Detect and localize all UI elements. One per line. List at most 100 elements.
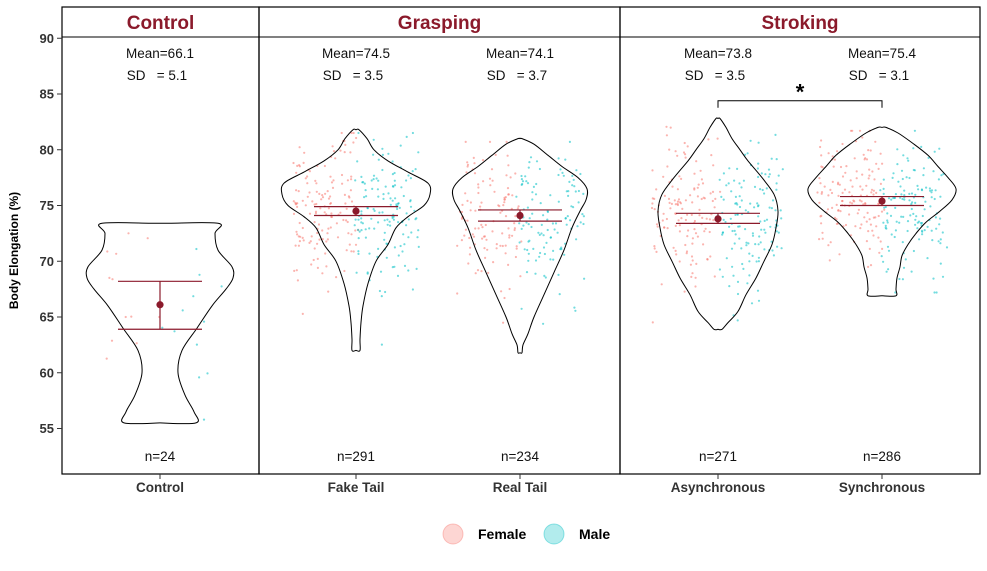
point-male bbox=[568, 180, 571, 183]
point-female bbox=[489, 184, 492, 187]
point-female bbox=[306, 175, 309, 178]
point-male bbox=[410, 231, 413, 234]
point-male bbox=[540, 223, 543, 226]
point-female bbox=[301, 236, 304, 239]
point-female bbox=[684, 199, 688, 202]
point-female bbox=[686, 145, 689, 148]
point-female bbox=[877, 202, 880, 205]
point-female bbox=[504, 215, 508, 218]
point-female bbox=[302, 239, 305, 242]
point-male bbox=[918, 238, 921, 241]
point-male bbox=[393, 179, 396, 182]
point-male bbox=[532, 185, 536, 188]
point-female bbox=[867, 230, 870, 233]
point-female bbox=[292, 200, 295, 203]
point-male bbox=[372, 153, 375, 156]
point-male bbox=[895, 220, 898, 223]
point-female bbox=[330, 212, 333, 215]
point-female bbox=[484, 223, 487, 227]
point-female bbox=[334, 157, 337, 160]
point-male bbox=[557, 173, 560, 177]
point-male bbox=[899, 185, 902, 188]
point-male bbox=[206, 372, 209, 375]
point-male bbox=[734, 195, 738, 198]
point-male bbox=[935, 291, 938, 294]
point-male bbox=[897, 180, 900, 183]
point-female bbox=[666, 227, 669, 230]
point-male bbox=[355, 271, 358, 274]
legend-label-female: Female bbox=[478, 526, 526, 542]
point-male bbox=[879, 189, 882, 192]
panel-title: Control bbox=[127, 13, 195, 34]
point-male bbox=[353, 224, 356, 227]
point-male bbox=[409, 205, 413, 208]
point-male bbox=[387, 192, 390, 195]
point-male bbox=[911, 201, 914, 204]
point-female bbox=[303, 151, 306, 154]
point-female bbox=[869, 264, 873, 267]
point-female bbox=[826, 208, 830, 211]
point-female bbox=[464, 140, 467, 143]
point-male bbox=[886, 221, 889, 224]
point-male bbox=[538, 167, 542, 171]
point-female bbox=[509, 176, 512, 179]
point-male bbox=[928, 187, 932, 190]
point-female bbox=[487, 271, 490, 274]
point-male bbox=[736, 213, 739, 216]
point-female bbox=[865, 184, 868, 187]
point-male bbox=[560, 248, 563, 251]
point-female bbox=[507, 164, 510, 167]
point-female bbox=[684, 156, 687, 159]
point-male bbox=[383, 238, 386, 241]
x-tick-label: Fake Tail bbox=[328, 480, 385, 495]
point-male bbox=[885, 270, 888, 273]
point-male bbox=[748, 252, 751, 255]
point-female bbox=[877, 236, 880, 239]
point-female bbox=[883, 208, 886, 211]
point-female bbox=[833, 158, 837, 161]
violin-outline bbox=[451, 137, 589, 354]
point-male bbox=[378, 289, 381, 293]
point-male bbox=[531, 198, 534, 201]
point-female bbox=[474, 227, 477, 230]
mean-point bbox=[516, 211, 524, 220]
n-label: n=234 bbox=[501, 449, 539, 464]
point-female bbox=[877, 167, 880, 170]
point-female bbox=[515, 245, 518, 248]
point-male bbox=[528, 217, 531, 220]
point-female bbox=[865, 220, 868, 223]
point-female bbox=[350, 178, 353, 181]
mean-point bbox=[352, 207, 360, 215]
point-male bbox=[721, 233, 724, 236]
point-female bbox=[302, 161, 305, 164]
point-male bbox=[927, 156, 930, 159]
point-female bbox=[464, 228, 467, 231]
point-female bbox=[683, 290, 686, 293]
point-female bbox=[331, 145, 334, 148]
point-male bbox=[906, 157, 909, 160]
point-female bbox=[861, 173, 864, 176]
point-female bbox=[693, 228, 696, 231]
point-male bbox=[381, 153, 384, 156]
legend-swatch-female bbox=[442, 523, 464, 545]
point-female bbox=[713, 206, 716, 209]
point-female bbox=[491, 179, 494, 182]
point-male bbox=[377, 247, 380, 250]
point-male bbox=[929, 205, 932, 208]
point-female bbox=[710, 154, 713, 157]
point-female bbox=[820, 222, 823, 225]
point-female bbox=[311, 200, 314, 203]
point-male bbox=[745, 244, 748, 247]
point-female bbox=[857, 208, 861, 211]
point-male bbox=[933, 291, 936, 294]
point-male bbox=[925, 186, 928, 189]
point-male bbox=[914, 218, 917, 221]
point-female bbox=[326, 232, 329, 235]
point-male bbox=[725, 257, 728, 260]
point-female bbox=[661, 219, 664, 222]
point-female bbox=[479, 205, 482, 208]
point-female bbox=[355, 136, 358, 140]
point-female bbox=[689, 194, 692, 197]
point-female bbox=[481, 226, 484, 229]
point-male bbox=[377, 158, 380, 161]
